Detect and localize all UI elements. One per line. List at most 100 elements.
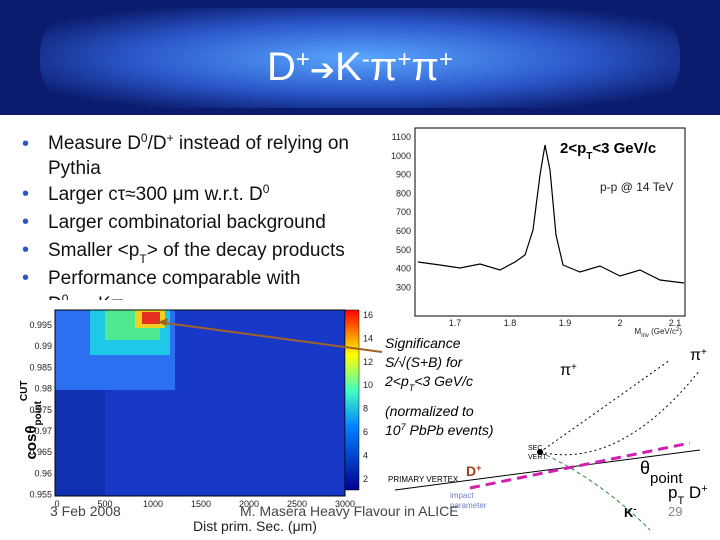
text-part: Performance comparable with [48,268,300,289]
x-tick-label: 1000 [143,499,163,509]
d-label: D+ [466,463,481,479]
title-part: - [362,46,370,73]
text-part: T [586,151,592,162]
svg-text:•: • [22,133,29,155]
text-part: D [684,483,701,502]
title-part: + [296,46,310,73]
x-tick-label: 2 [617,318,622,328]
vertex-label: PRIMARY VERTEX [388,475,459,484]
text-part: 10 [385,422,401,438]
impact-label: parameter [450,501,487,510]
text-part: Larger combinatorial background [48,212,326,233]
arrow-head [158,318,168,326]
y-tick-label: 0.99 [34,341,52,351]
theta-label: θpoint [640,458,683,487]
energy-label: p-p @ 14 TeV [600,180,673,194]
heatmap-patch [142,312,160,324]
x-tick-label: 0 [54,499,59,509]
text-part: cosθ [23,426,40,460]
x-axis-label: Dist prim. Sec. (μm) [193,518,317,534]
bullet: Smaller <pT> of the decay products [48,240,345,266]
text-part: point [650,470,683,487]
track [539,359,671,453]
heatmap-patch [55,390,105,496]
text-part: 0 [141,131,148,145]
pion-label: π+ [560,362,577,380]
text-part: 0 [62,292,69,306]
x-tick-label: 500 [97,499,112,509]
x-tick-label: 3000 [335,499,355,509]
svg-text:•: • [22,239,29,261]
text-part: T [409,383,416,393]
secondary-vertex [537,449,543,455]
annotation-line: 2<pT<3 GeV/c [384,373,473,393]
text-part: 2<p [384,373,409,389]
x-tick-label: 2.1 [669,318,682,328]
mass-plot-label: 2<pT<3 GeV/c [560,140,656,162]
text-part: CUT [19,381,30,402]
x-tick-label: 1.9 [559,318,572,328]
title-part: π [370,45,398,89]
text-part: + [701,483,707,495]
text-part: <3 GeV/c [592,140,656,157]
plot-frame [414,127,686,317]
text-part: 2<p [560,140,586,157]
colorbar-tick-label: 6 [363,427,368,437]
pt-label: pT D+ [668,483,708,507]
text-part: + [571,362,577,373]
x-tick-label: 1500 [191,499,211,509]
text-part: π [690,347,701,364]
colorbar-tick-label: 8 [363,404,368,414]
text-part: 7 [401,422,407,432]
bullet-continuation: Pythia [48,158,101,179]
annotation-line: S/√(S+B) for [385,354,464,370]
x-tick-label: 2000 [239,499,259,509]
y-tick-label: 300 [396,282,411,292]
bullet-dots: • • • • • [22,133,29,289]
colorbar-tick-label: 4 [363,450,368,460]
text-part: + [701,347,707,358]
text-part: T [139,252,147,266]
y-tick-label: 800 [396,188,411,198]
bullet: Measure D0/D+ instead of relying on [48,131,349,154]
y-axis-label: cosθpointCUT [19,381,44,460]
y-tick-label: 0.965 [29,447,52,457]
colorbar-tick-label: 14 [363,333,373,343]
svg-text:•: • [22,211,29,233]
y-tick-label: 0.975 [29,405,52,415]
mass-histogram [417,144,685,284]
colorbar-tick-label: 16 [363,310,373,320]
text-part: (GeV/c [649,327,676,336]
x-axis-label: Minv (GeV/c2) [635,327,683,339]
text-part: point [33,400,44,425]
annotation-arrow [157,321,383,353]
kaon-label: K- [624,504,636,520]
flight-line [394,449,701,491]
impact-label: impact [450,491,474,500]
momentum-line [469,441,691,490]
text-part: instead of relying on [174,133,349,154]
text-part: T [677,495,684,507]
y-tick-label: 0.995 [29,320,52,330]
decay-diagram: π+ π+ SEC. VERT. PRIMARY VERTEX impact p… [388,347,708,531]
text-part: Measure D [48,133,141,154]
y-tick-label: 0.96 [34,468,52,478]
colorbar-tick-label: 12 [363,357,373,367]
bullet: Larger cτ≈300 μm w.r.t. D0 [48,182,270,205]
annotation-line: (normalized to [385,403,474,419]
title-glow [40,8,680,108]
svg-text:•: • [22,267,29,289]
annotation-line: Significance [385,335,461,351]
x-tick-label: 2500 [287,499,307,509]
y-tick-label: 400 [396,264,411,274]
y-tick-label: 900 [396,170,411,180]
y-tick-label: 0.985 [29,362,52,372]
footer-date: 3 Feb 2008 [50,503,121,519]
text-part: > of the decay products [147,240,345,261]
page-number: 29 [668,504,682,519]
title-part: + [397,46,411,73]
text-part: + [167,131,174,145]
y-tick-label: 0.955 [29,490,52,500]
